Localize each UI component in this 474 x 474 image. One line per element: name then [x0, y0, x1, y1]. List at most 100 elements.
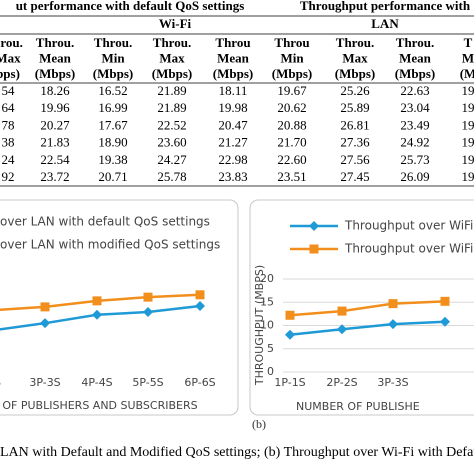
column-header: Throu: [215, 35, 250, 50]
table-cell: 25.73: [400, 152, 429, 167]
point: [285, 310, 295, 320]
x-tick-label: 3P-3S: [377, 376, 408, 389]
x-tick-label: 4P-4S: [81, 376, 112, 389]
x-tick-label: 2S: [0, 376, 1, 389]
table-cell: 19.98: [218, 100, 247, 115]
column-header: (M: [460, 66, 474, 81]
table-cell: 19: [462, 117, 474, 132]
table-cell: 21.27: [218, 135, 248, 150]
caption: LAN with Default and Modified QoS settin…: [0, 445, 474, 460]
table-cell: 18.26: [40, 83, 70, 98]
point: [143, 307, 153, 318]
table-cell: 21.89: [157, 100, 186, 115]
table-cell: 17.67: [98, 117, 128, 132]
table-cell: 38: [2, 135, 15, 150]
x-tick-label: 3P-3S: [29, 376, 60, 389]
legend-marker: [309, 244, 319, 254]
column-header: T: [464, 35, 473, 50]
point: [285, 329, 295, 340]
table-cell: 19: [462, 100, 474, 115]
table-cell: 18.11: [219, 83, 248, 98]
table-cell: 23.83: [218, 169, 247, 184]
y-tick-label: 10: [260, 319, 274, 332]
table-cell: 19: [462, 83, 474, 98]
x-tick-label: 2P-2S: [326, 376, 357, 389]
table-cell: 22.60: [277, 152, 306, 167]
x-tick-label: 6P-6S: [184, 376, 215, 389]
table-cell: 21.89: [157, 83, 186, 98]
column-header: Mean: [399, 50, 432, 65]
column-header: Throu.: [153, 35, 191, 50]
column-header: Throu.: [336, 35, 374, 50]
table-cell: 25.89: [340, 100, 369, 115]
point: [337, 306, 347, 316]
column-header: Throu.: [36, 35, 74, 50]
x-tick-label: 1P-1S: [274, 376, 305, 389]
y-tick-label: 15: [260, 295, 274, 308]
table-cell: 23.72: [40, 169, 69, 184]
legend-label: Throughput over WiFi with: [344, 219, 474, 233]
legend-label: Throughput over WiFi with: [344, 242, 474, 256]
point: [92, 309, 102, 320]
table-cell: 23.60: [157, 135, 186, 150]
table-cell: 27.56: [340, 152, 370, 167]
table-cell: 24: [2, 152, 16, 167]
y-axis-label: THROUGHPUT (MBPS): [253, 265, 266, 386]
column-header: Max: [342, 50, 368, 65]
column-header: Throu.: [94, 35, 132, 50]
table-cell: 19: [462, 152, 474, 167]
table-cell: 20.62: [277, 100, 306, 115]
table-cell: 21.70: [277, 135, 306, 150]
y-tick-label: 5: [267, 342, 274, 355]
table-cell: 25.26: [340, 83, 370, 98]
legend-marker: [309, 221, 319, 231]
point: [440, 296, 450, 306]
column-header: hrou.: [0, 35, 23, 50]
table-cell: 64: [2, 100, 16, 115]
point: [337, 324, 347, 335]
table-cell: 19: [462, 135, 474, 150]
legend-label: over LAN with default QoS settings: [0, 215, 210, 229]
legend-label: over LAN with modified QoS settings: [0, 238, 220, 252]
table-cell: 78: [2, 117, 15, 132]
column-header: (Mbps): [152, 66, 192, 81]
series-line: [289, 300, 446, 317]
point: [440, 316, 450, 327]
table-cell: 21.83: [40, 135, 69, 150]
column-header: (Mbps): [35, 66, 75, 81]
table-cell: 27.36: [340, 135, 370, 150]
column-header: Min: [101, 50, 125, 65]
table-cell: 19: [462, 169, 474, 184]
point: [40, 302, 50, 312]
table-cell: 22.54: [40, 152, 70, 167]
point: [92, 296, 102, 306]
group-header: Wi-Fi: [159, 16, 192, 31]
column-header: M: [462, 50, 474, 65]
column-header: (Mbps): [213, 66, 253, 81]
table-cell: 24.92: [400, 135, 429, 150]
series-line: [289, 320, 446, 337]
y-tick-label: 0: [267, 365, 274, 378]
point: [388, 319, 398, 330]
column-header: (Mbps): [335, 66, 375, 81]
panel-b-frame: [249, 199, 474, 416]
point: [388, 299, 398, 309]
table-cell: 20.88: [277, 117, 306, 132]
column-header: Min: [280, 50, 304, 65]
table-cell: 20.27: [40, 117, 70, 132]
x-axis-label: OF PUBLISHERS AND SUBSCRIBERS: [2, 399, 197, 412]
column-header: Max: [159, 50, 185, 65]
table-cell: 19.96: [40, 100, 70, 115]
point: [195, 300, 205, 311]
group-header: LAN: [371, 16, 399, 31]
table-cell: 54: [2, 83, 16, 98]
column-header: Throu.: [396, 35, 434, 50]
panel-label: (b): [252, 417, 266, 431]
point: [40, 318, 50, 329]
column-header: Max: [0, 50, 21, 65]
table-cell: 23.04: [400, 100, 430, 115]
table-cell: 16.52: [98, 83, 127, 98]
table-cell: 92: [2, 169, 15, 184]
table-cell: 25.78: [157, 169, 186, 184]
